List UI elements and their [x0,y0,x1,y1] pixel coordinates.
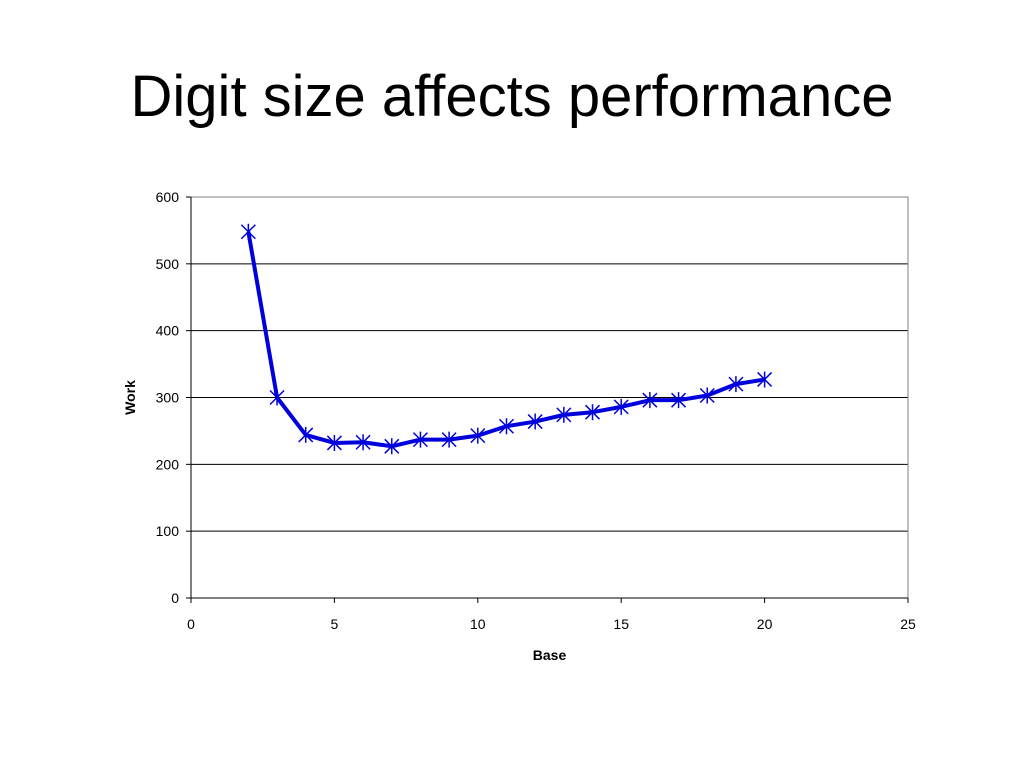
gridlines [191,263,908,532]
asterisk-marker [642,392,658,409]
data-point [757,371,773,388]
x-tick-label: 20 [757,616,773,632]
data-point [269,389,285,406]
axis-ticks: 0 100 200 300 400 500 600 0 5 10 15 20 25 [156,189,916,632]
data-point [498,418,515,435]
x-axis-title: Base [533,647,567,663]
y-tick-label: 300 [156,390,180,406]
asterisk-marker [298,426,314,443]
data-point [412,431,428,448]
asterisk-marker [326,434,342,451]
x-tick-label: 10 [470,616,486,632]
asterisk-marker [355,434,371,451]
asterisk-marker [527,413,543,430]
data-point [384,438,400,455]
data-point [298,426,314,443]
x-tick-label: 5 [331,616,339,632]
asterisk-marker [470,427,486,444]
asterisk-marker [584,404,601,421]
asterisk-marker [412,431,428,448]
data-point [671,392,687,409]
series [240,223,773,455]
data-point [527,413,543,430]
y-tick-label: 400 [156,323,180,339]
y-axis-title: Work [122,380,138,415]
y-tick-label: 600 [156,189,180,205]
asterisk-marker [269,389,285,406]
x-tick-label: 25 [900,616,916,632]
y-tick-label: 100 [156,523,180,539]
data-point [699,387,715,404]
asterisk-marker [671,392,687,409]
y-tick-label: 0 [171,590,179,606]
asterisk-marker [441,431,457,448]
y-tick-label: 200 [156,456,180,472]
asterisk-marker [613,398,629,415]
data-point [584,404,601,421]
slide-title: Digit size affects performance [130,64,894,129]
x-tick-label: 0 [187,616,195,632]
data-point [470,427,486,444]
asterisk-marker [240,223,256,240]
asterisk-marker [699,387,715,404]
data-point [642,392,658,409]
asterisk-marker [384,438,400,455]
data-point [441,431,457,448]
asterisk-marker [498,418,515,435]
y-tick-label: 500 [156,256,180,272]
asterisk-marker [757,371,773,388]
data-point [556,406,572,423]
data-point [613,398,629,415]
data-point [728,376,744,393]
data-point [355,434,371,451]
data-point [240,223,256,240]
x-tick-label: 15 [613,616,629,632]
asterisk-marker [556,406,572,423]
data-point [326,434,342,451]
asterisk-marker [728,376,744,393]
